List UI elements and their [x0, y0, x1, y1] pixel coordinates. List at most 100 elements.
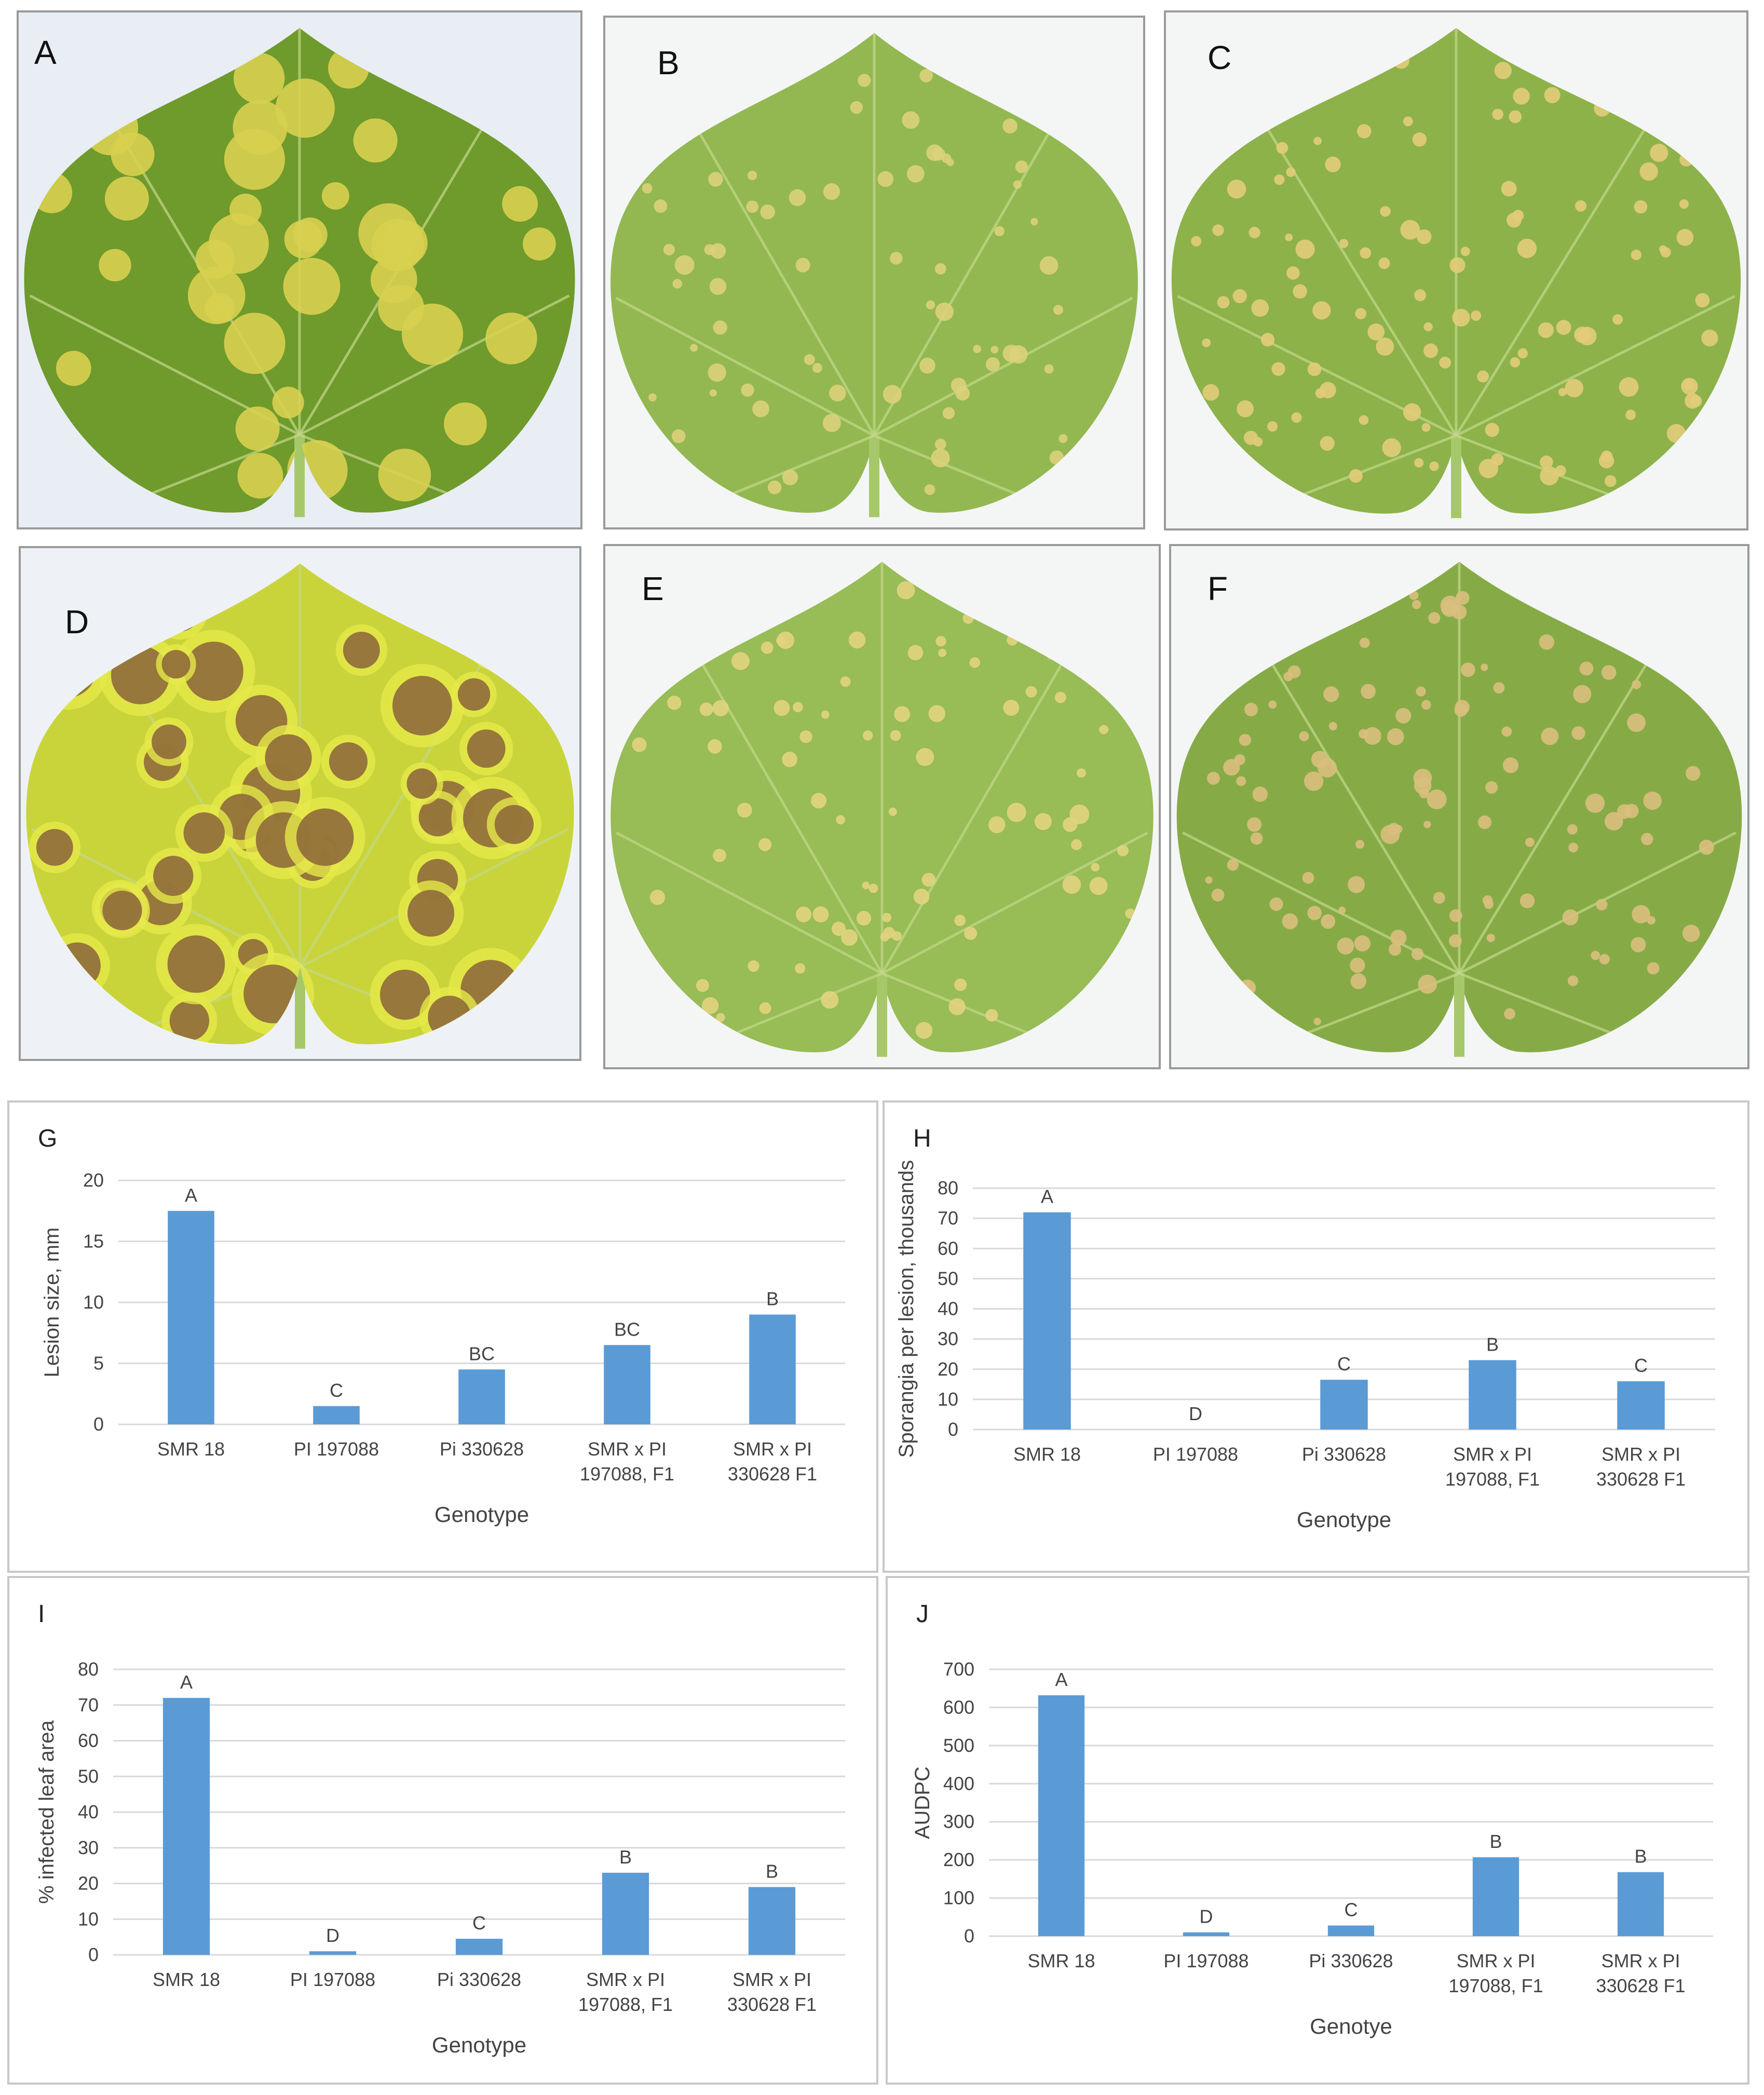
lesion-spot [1367, 323, 1385, 341]
lesion-spot [1504, 1008, 1516, 1020]
lesion-spot [1565, 378, 1584, 398]
lesion-spot [1640, 833, 1653, 846]
lesion-spot [1321, 914, 1336, 929]
lesion-spot [1418, 974, 1437, 994]
lesion-spot [862, 730, 873, 741]
lesion-spot [1540, 466, 1559, 485]
lesion-spot [1252, 786, 1268, 802]
lesion-spot [1376, 337, 1394, 356]
lesion-spot [56, 350, 91, 386]
x-tick-label: 330628 F1 [1596, 1468, 1686, 1490]
lesion-spot [1501, 726, 1512, 737]
chart-i: I 0 10 20 30 40 50 60 70 80 % infected leaf area A S… [35, 1600, 845, 2057]
lesion-spot [919, 358, 935, 374]
lesion-spot [1117, 845, 1129, 856]
lesion-spot [1304, 771, 1324, 791]
y-tick-label: 100 [943, 1887, 974, 1909]
lesion-spot [1062, 875, 1081, 894]
lesion-spot [275, 78, 335, 138]
lesion-spot [1063, 817, 1078, 832]
x-tick-label: SMR x PI [1602, 1444, 1680, 1465]
lesion-spot [1339, 239, 1349, 248]
lesion-spot [1627, 713, 1646, 732]
lesion-spot [1211, 888, 1225, 902]
significance-label: D [326, 1925, 340, 1946]
lesion-spot [747, 170, 757, 181]
photo-panel-a: A [17, 10, 582, 529]
lesion-spot [812, 906, 829, 923]
y-tick-label: 50 [78, 1765, 99, 1787]
lesion-spot [296, 808, 354, 866]
bar [749, 1314, 796, 1424]
lesion-spot [928, 705, 946, 723]
lesion-spot [931, 448, 950, 468]
lesion-spot [1202, 338, 1211, 347]
photo-panel-e: E [603, 544, 1161, 1069]
lesion-spot [926, 300, 935, 310]
lesion-spot [229, 193, 262, 226]
lesion-spot [782, 469, 798, 485]
significance-label: D [1189, 1403, 1202, 1424]
bar [313, 1406, 360, 1424]
lesion-spot [1647, 962, 1660, 975]
lesion-spot [1002, 345, 1020, 362]
lesion-spot [1286, 266, 1300, 280]
lesion-spot [1454, 703, 1468, 717]
lesion-spot [1604, 475, 1617, 487]
x-tick-label: 330628 F1 [1596, 1975, 1685, 1996]
lesion-spot [1690, 395, 1702, 407]
lesion-spot [235, 406, 280, 451]
bar [1320, 1380, 1368, 1430]
bar [1617, 1381, 1665, 1430]
leaf-image-c [1166, 12, 1746, 528]
lesion-spot [632, 737, 647, 752]
bar [168, 1210, 214, 1424]
leaf-petiole [1454, 973, 1464, 1057]
lesion-spot [265, 734, 312, 781]
lesion-spot [746, 200, 759, 213]
y-tick-label: 5 [93, 1353, 104, 1374]
lesion-spot [840, 676, 851, 687]
lesion-spot [1510, 357, 1521, 368]
lesion-spot [767, 480, 782, 495]
leaf-vein [1455, 104, 1661, 437]
lesion-spot [1421, 700, 1431, 710]
leaf-vein [687, 639, 884, 974]
lesion-spot [667, 696, 682, 710]
lesion-spot [1307, 362, 1322, 376]
leaf-vein [1256, 639, 1461, 974]
lesion-spot [1412, 132, 1427, 147]
bar [1617, 1872, 1664, 1936]
leaf-vein [130, 433, 300, 503]
bar [602, 1872, 649, 1955]
significance-label: A [1055, 1669, 1067, 1690]
lesion-spot [1071, 839, 1082, 850]
lesion-spot [716, 1013, 725, 1022]
leaf-vein [1459, 972, 1633, 1043]
lesion-spot [1395, 708, 1412, 724]
leaf-vein [1281, 434, 1457, 504]
lesion-spot [877, 171, 894, 187]
x-tick-label: 197088, F1 [1448, 1975, 1543, 1996]
lesion-spot [1015, 160, 1028, 173]
photo-panel-b: B [603, 16, 1145, 529]
x-tick-label: SMR x PI [588, 1438, 667, 1460]
lesion-spot [153, 855, 194, 896]
lesion-spot [272, 386, 304, 419]
lesion-spot [378, 448, 431, 501]
leaf-petiole [295, 967, 305, 1049]
leaf-vein [1252, 104, 1458, 437]
leaf-vein [715, 972, 883, 1043]
lesion-spot [1227, 859, 1239, 871]
lesion-spot [1323, 686, 1339, 702]
lesion-spot [1568, 842, 1579, 853]
lesion-spot [1299, 731, 1309, 741]
lesion-spot [1388, 823, 1400, 835]
lesion-spot [1683, 379, 1694, 390]
x-tick-label: 330628 F1 [727, 1994, 817, 2015]
chart-panel-i: I 0 10 20 30 40 50 60 70 80 % infected leaf area A S… [7, 1576, 878, 2085]
lesion-spot [942, 407, 955, 419]
lesion-spot [522, 227, 556, 261]
lesion-spot [1449, 909, 1462, 922]
lesion-spot [1285, 233, 1293, 241]
